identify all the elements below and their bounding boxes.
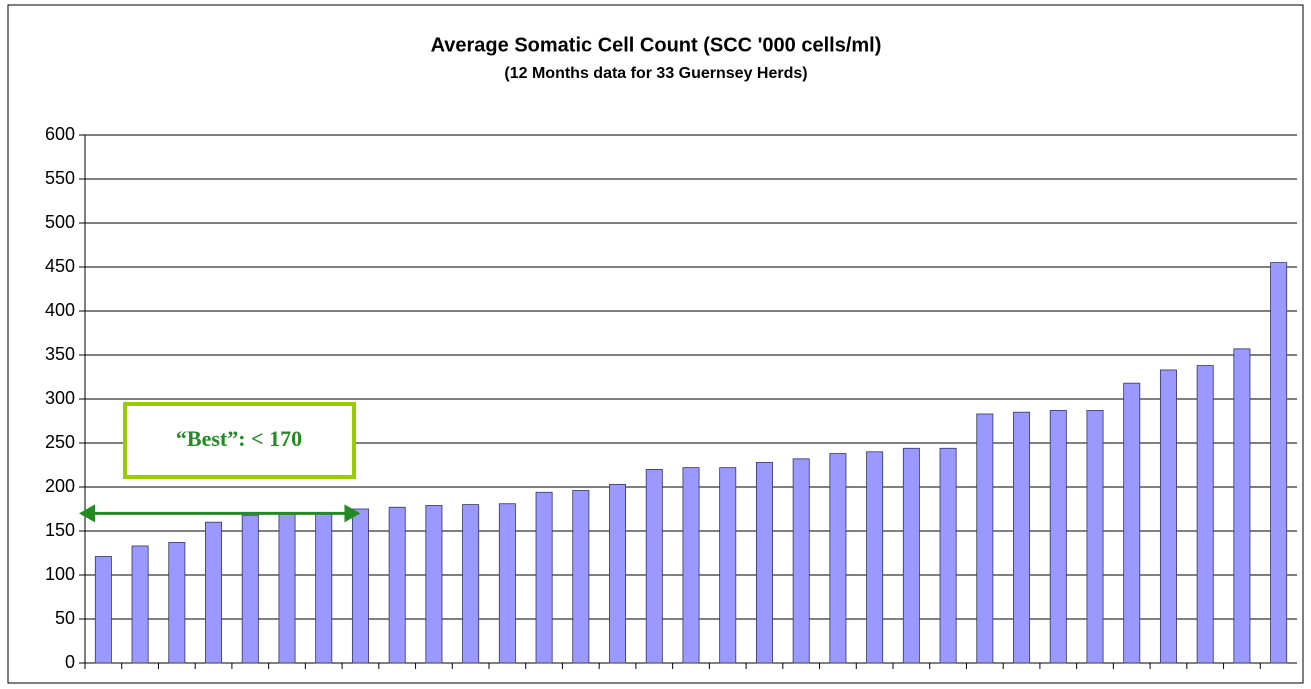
bar [498,503,516,664]
bar [462,504,480,664]
bar [168,542,186,664]
y-tick-label: 300 [45,388,75,408]
bar [829,453,847,664]
bar [792,458,810,664]
annotation-text: “Best”: < 170 [176,426,302,451]
y-tick-label: 100 [45,564,75,584]
bar [1270,262,1288,664]
bar [94,556,112,664]
bar [278,513,296,664]
bar [1086,410,1104,664]
y-tick-label: 0 [65,652,75,672]
bar [755,461,773,664]
bar [645,468,663,664]
bar [719,467,737,664]
bar [572,490,590,664]
arrow-head [79,504,95,523]
bar [388,506,406,664]
bar [1049,410,1067,664]
bar [939,447,957,664]
bar [1159,369,1177,664]
y-tick-label: 200 [45,476,75,496]
y-tick-label: 450 [45,256,75,276]
y-tick-label: 350 [45,344,75,364]
bar [1233,348,1251,664]
annotation-box [123,402,356,479]
bar [205,521,223,664]
bar [1013,411,1031,664]
bar [682,467,700,664]
y-tick-label: 500 [45,212,75,232]
bar [315,512,333,664]
y-tick-label: 250 [45,432,75,452]
bar [1123,382,1141,664]
bar [1196,365,1214,664]
y-tick-label: 50 [55,608,75,628]
chart-subtitle: (12 Months data for 33 Guernsey Herds) [504,65,807,82]
chart-title: Average Somatic Cell Count (SCC '000 cel… [431,34,882,56]
y-tick-label: 550 [45,168,75,188]
arrow-head [344,504,361,523]
bar [535,491,553,664]
bar [866,451,884,664]
y-tick-label: 400 [45,300,75,320]
bar [609,483,627,664]
y-tick-label: 150 [45,520,75,540]
bar [976,413,994,664]
y-tick-label: 600 [45,124,75,144]
bar [425,505,443,664]
bar [902,447,920,664]
bar [131,545,149,664]
bar [241,514,259,664]
bar [351,508,369,664]
